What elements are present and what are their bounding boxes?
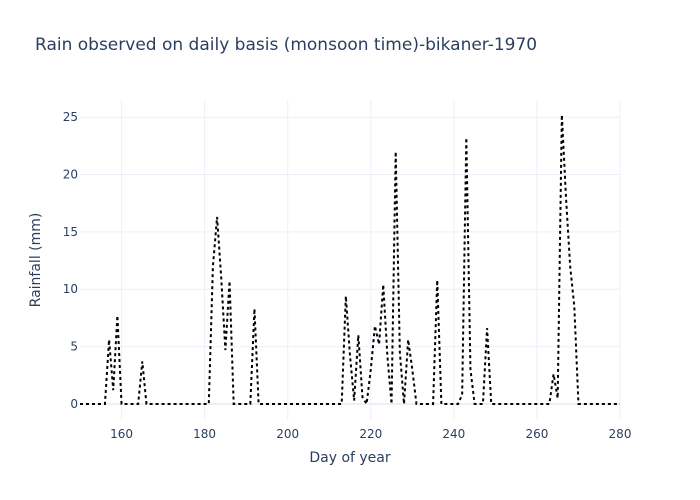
x-tick-label: 180: [193, 427, 216, 441]
series-layer: [80, 114, 620, 407]
y-tick-label: 0: [70, 397, 78, 411]
x-tick-label: 280: [609, 427, 632, 441]
rainfall-series-line: [80, 114, 620, 407]
x-axis-ticks: 160 180 200 220 240 260 280: [110, 427, 631, 441]
x-tick-label: 200: [276, 427, 299, 441]
x-tick-label: 240: [442, 427, 465, 441]
x-tick-label: 220: [359, 427, 382, 441]
y-tick-label: 15: [63, 225, 78, 239]
chart-title: Rain observed on daily basis (monsoon ti…: [35, 35, 537, 55]
y-tick-label: 5: [70, 340, 78, 354]
y-axis-ticks: 0 5 10 15 20 25: [63, 110, 78, 411]
x-axis-title: Day of year: [309, 450, 391, 466]
x-tick-label: 260: [525, 427, 548, 441]
grid-layer: [80, 100, 621, 420]
x-tick-label: 160: [110, 427, 133, 441]
y-axis-title: Rainfall (mm): [28, 213, 44, 308]
y-tick-label: 10: [63, 282, 78, 296]
y-tick-label: 20: [63, 168, 78, 182]
y-tick-label: 25: [63, 110, 78, 124]
